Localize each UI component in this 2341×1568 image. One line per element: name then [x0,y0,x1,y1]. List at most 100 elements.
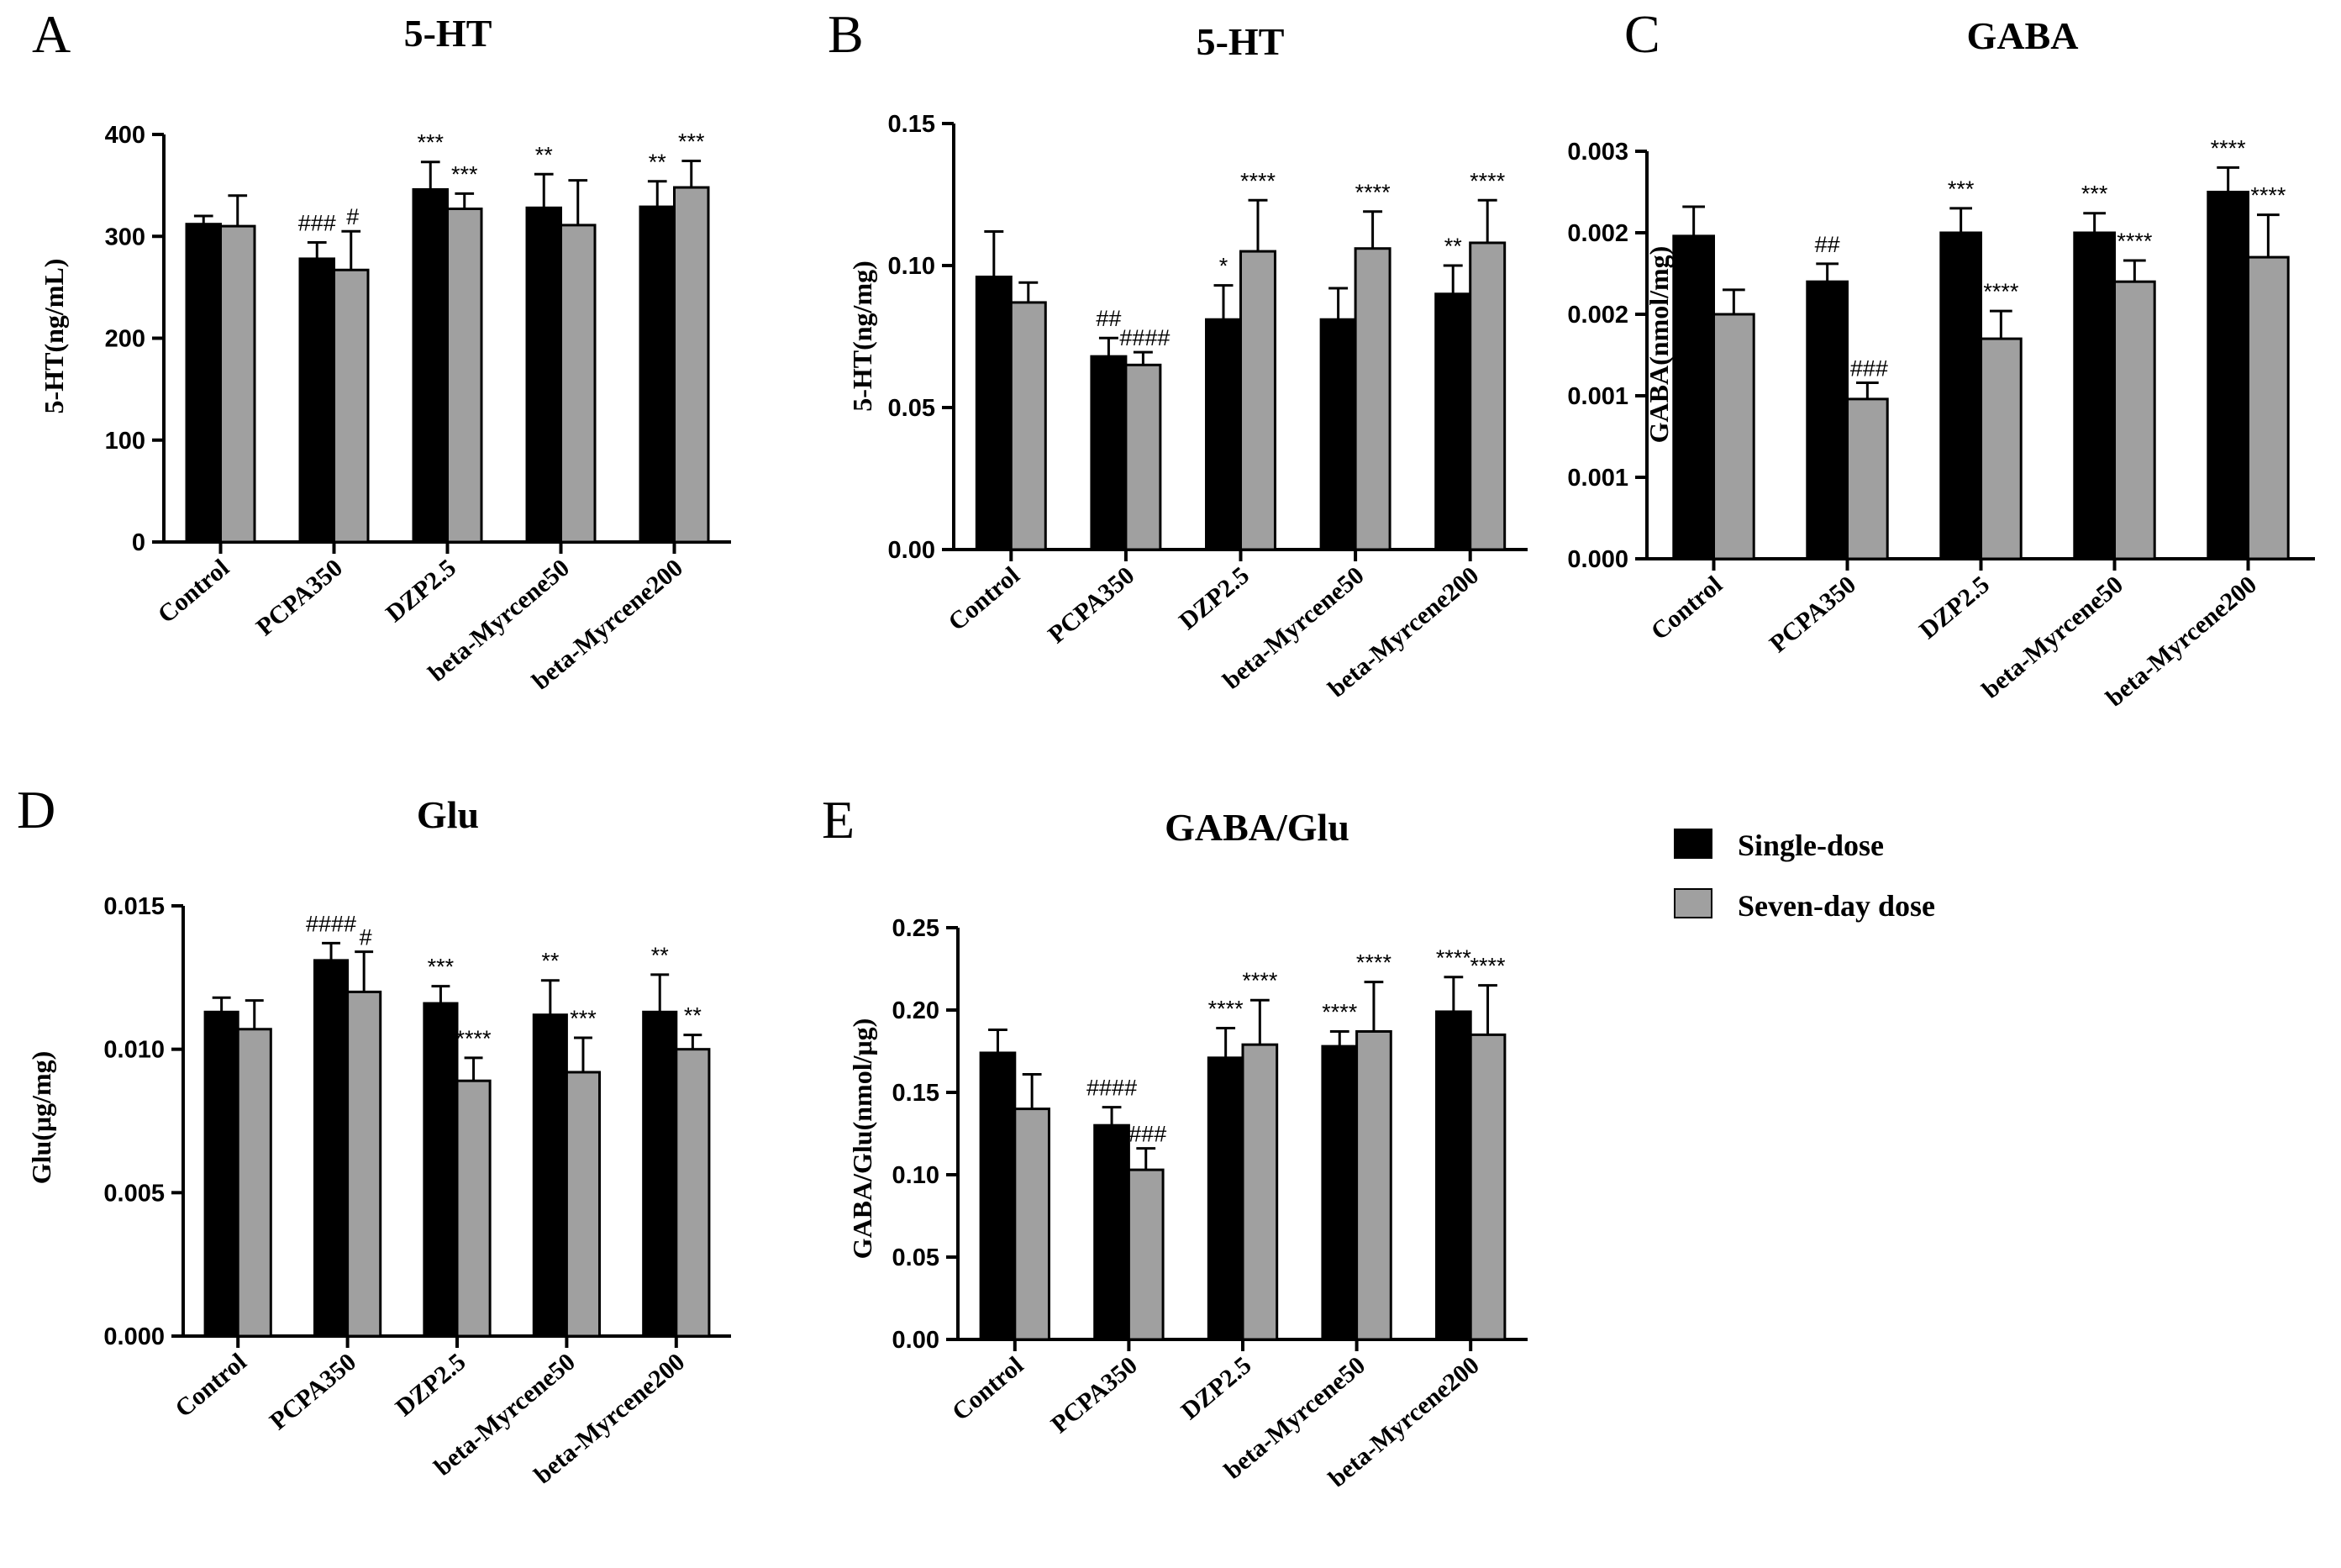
x-category-label-c-beta-myrcene50: beta-Myrcene50 [1977,571,2128,704]
bar-c-beta-myrcene200-single-dose [2207,191,2250,560]
bar-a-control-seven-day-dose [219,224,256,544]
y-axis-title-c: GABA(nmol/mg) [1644,246,1674,444]
y-tick-label-c: 0.001 [1567,383,1628,410]
y-tick-label-c: 0.001 [1567,465,1628,492]
significance-label-a-beta-myrcene200-seven-day-dose: *** [678,129,705,155]
y-tick-label-e: 0.00 [892,1327,939,1354]
significance-label-a-dzp2-5-seven-day-dose: *** [451,161,478,187]
y-tick-label-d: 0.010 [103,1037,165,1064]
significance-label-a-pcpa350-single-dose: ### [298,211,336,236]
panel-letter-b: B [828,4,864,64]
bar-c-dzp2-5-single-dose [1939,231,1983,560]
significance-label-a-dzp2-5-single-dose: *** [417,130,444,155]
bar-d-beta-myrcene200-seven-day-dose [675,1048,711,1338]
significance-label-a-beta-myrcene200-single-dose: ** [649,150,667,175]
bar-c-dzp2-5-seven-day-dose [1980,337,2023,560]
significance-label-e-dzp2-5-single-dose: **** [1208,997,1244,1022]
significance-label-c-beta-myrcene50-single-dose: *** [2081,182,2108,207]
significance-label-d-dzp2-5-single-dose: *** [428,955,455,980]
bar-b-beta-myrcene50-seven-day-dose [1354,247,1391,551]
y-tick-label-a: 0 [132,529,145,556]
bar-b-control-seven-day-dose [1009,301,1047,551]
bar-b-pcpa350-single-dose [1090,355,1128,551]
legend: Single-dose Seven-day dose [1674,829,1935,923]
bar-c-beta-myrcene50-single-dose [2073,231,2117,560]
significance-label-d-pcpa350-single-dose: #### [306,911,356,936]
y-tick-label-b: 0.05 [888,395,935,422]
significance-label-e-beta-myrcene50-single-dose: **** [1322,999,1358,1024]
y-tick-label-a: 100 [105,428,145,455]
significance-label-e-pcpa350-single-dose: #### [1086,1076,1137,1101]
significance-label-b-beta-myrcene50-seven-day-dose: **** [1355,180,1391,205]
x-category-label-d-dzp2-5: DZP2.5 [391,1348,471,1422]
significance-label-e-beta-myrcene200-seven-day-dose: **** [1470,954,1507,979]
bar-d-dzp2-5-seven-day-dose [455,1079,492,1338]
y-tick-label-c: 0.002 [1567,220,1628,247]
y-axis-title-e: GABA/Glu(nmol/μg) [847,1018,877,1260]
bar-d-beta-myrcene200-single-dose [642,1010,678,1338]
y-tick-label-d: 0.015 [103,893,165,920]
bar-e-dzp2-5-single-dose [1207,1056,1244,1341]
bar-a-control-single-dose [185,223,222,544]
x-category-label-c-pcpa350: PCPA350 [1765,571,1861,658]
bar-c-control-seven-day-dose [1712,313,1755,560]
bar-e-beta-myrcene200-seven-day-dose [1469,1033,1507,1341]
panel-title-b: 5-HT [1197,20,1285,63]
y-tick-label-b: 0.10 [888,253,935,280]
significance-label-a-beta-myrcene50-single-dose: ** [535,142,554,167]
y-tick-label-a: 300 [105,224,145,250]
legend-swatch-seven-day-dose [1674,888,1712,918]
y-tick-label-b: 0.00 [888,537,935,564]
x-category-label-b-pcpa350: PCPA350 [1043,561,1139,649]
y-tick-label-c: 0.002 [1567,302,1628,329]
significance-label-b-beta-myrcene200-seven-day-dose: **** [1470,168,1506,193]
bar-d-control-seven-day-dose [236,1028,272,1338]
significance-label-c-beta-myrcene200-seven-day-dose: **** [2250,183,2286,208]
y-axis-title-a: 5-HT(ng/mL) [39,259,69,414]
bar-d-dzp2-5-single-dose [423,1002,459,1338]
panel-letter-e: E [822,790,855,850]
significance-label-e-pcpa350-seven-day-dose: ### [1128,1122,1166,1147]
bar-d-pcpa350-seven-day-dose [346,990,382,1338]
bar-c-pcpa350-single-dose [1806,280,1849,560]
bar-a-dzp2-5-seven-day-dose [446,208,483,544]
y-tick-label-b: 0.15 [888,111,935,138]
significance-label-d-beta-myrcene50-seven-day-dose: *** [570,1006,597,1031]
panel-letter-c: C [1624,4,1660,64]
y-tick-label-c: 0.000 [1567,546,1628,573]
x-category-label-d-pcpa350: PCPA350 [265,1348,361,1435]
bar-d-beta-myrcene50-single-dose [532,1013,568,1338]
bar-a-pcpa350-single-dose [298,257,335,544]
legend-label-seven-day-dose: Seven-day dose [1738,889,1935,923]
significance-label-d-beta-myrcene200-single-dose: ** [651,943,670,968]
bar-e-pcpa350-seven-day-dose [1127,1168,1165,1341]
bar-e-beta-myrcene50-seven-day-dose [1355,1029,1392,1341]
y-tick-label-e: 0.15 [892,1080,939,1107]
x-category-label-a-control: Control [153,554,234,629]
x-category-label-c-control: Control [1646,571,1728,645]
x-category-label-d-control: Control [170,1348,251,1423]
significance-label-e-beta-myrcene200-single-dose: **** [1436,945,1472,971]
panel-title-d: Glu [417,793,479,836]
panel-a: A 5-HT 0 100 200 300 400 5-HT(ng/mL) Control PCPA… [32,4,731,696]
panel-title-a: 5-HT [404,12,492,55]
bar-a-beta-myrcene200-single-dose [639,205,676,544]
y-tick-label-d: 0.000 [103,1323,165,1350]
bar-b-dzp2-5-seven-day-dose [1239,250,1276,551]
significance-label-e-dzp2-5-seven-day-dose: **** [1242,968,1278,993]
bar-a-dzp2-5-single-dose [412,187,449,544]
panel-e: E GABA/Glu 0.00 0.05 0.10 0.15 0.20 0.25 GABA/Gl… [822,790,1528,1493]
bar-c-beta-myrcene200-seven-day-dose [2247,255,2290,560]
bar-b-beta-myrcene200-seven-day-dose [1469,241,1507,551]
legend-swatch-single-dose [1674,829,1712,859]
x-category-label-a-pcpa350: PCPA350 [251,554,348,641]
significance-label-d-beta-myrcene50-single-dose: ** [541,949,560,974]
bar-e-beta-myrcene200-single-dose [1435,1010,1472,1341]
y-axis-title-d: Glu(μg/mg) [26,1051,56,1185]
significance-label-b-beta-myrcene200-single-dose: ** [1444,234,1463,259]
panel-c: C GABA 0.000 0.001 0.001 0.002 0.002 0.003 GABA(… [1567,4,2315,713]
bar-b-control-single-dose [975,276,1013,551]
panel-b: B 5-HT 0.00 0.05 0.10 0.15 5-HT(ng/mg) Control P… [828,4,1528,703]
